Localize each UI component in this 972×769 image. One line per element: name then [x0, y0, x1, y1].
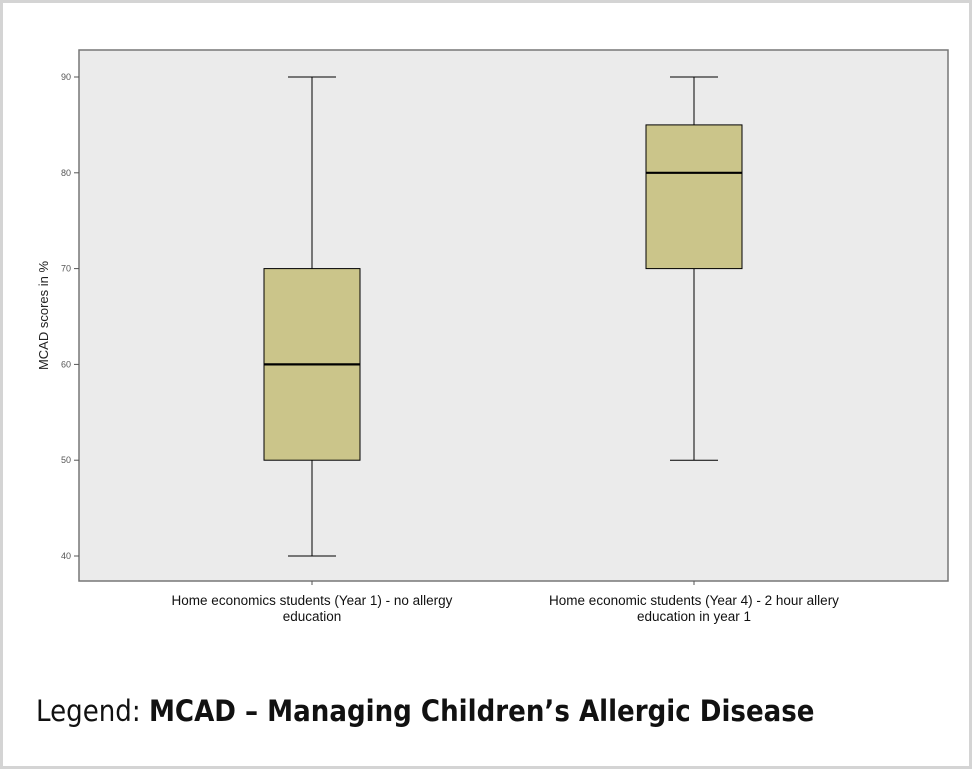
y-tick-label: 50 — [61, 455, 71, 465]
y-tick-label: 60 — [61, 359, 71, 369]
y-axis-label: MCAD scores in % — [36, 261, 51, 371]
y-tick-label: 90 — [61, 72, 71, 82]
x-tick-label: education — [283, 609, 342, 624]
plot-area — [78, 49, 949, 582]
y-tick-label: 40 — [61, 551, 71, 561]
legend-text: MCAD – Managing Children’s Allergic Dise… — [148, 694, 815, 728]
legend: Legend: MCAD – Managing Children’s Aller… — [36, 694, 815, 728]
x-tick-label: education in year 1 — [637, 609, 751, 624]
x-tick-label: Home economic students (Year 4) - 2 hour… — [549, 593, 839, 608]
y-tick-label: 70 — [61, 264, 71, 274]
x-tick-label: Home economics students (Year 1) - no al… — [172, 593, 453, 608]
box — [645, 124, 743, 270]
legend-prefix: Legend: — [36, 694, 149, 728]
y-tick-label: 80 — [61, 168, 71, 178]
